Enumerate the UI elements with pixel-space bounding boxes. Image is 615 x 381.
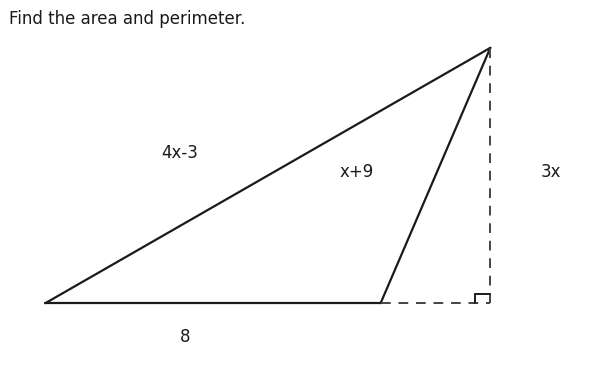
Text: 4x-3: 4x-3 <box>161 144 198 162</box>
Text: 8: 8 <box>180 328 191 346</box>
Text: Find the area and perimeter.: Find the area and perimeter. <box>9 10 245 28</box>
Text: x+9: x+9 <box>339 163 373 181</box>
Text: 3x: 3x <box>541 163 561 181</box>
